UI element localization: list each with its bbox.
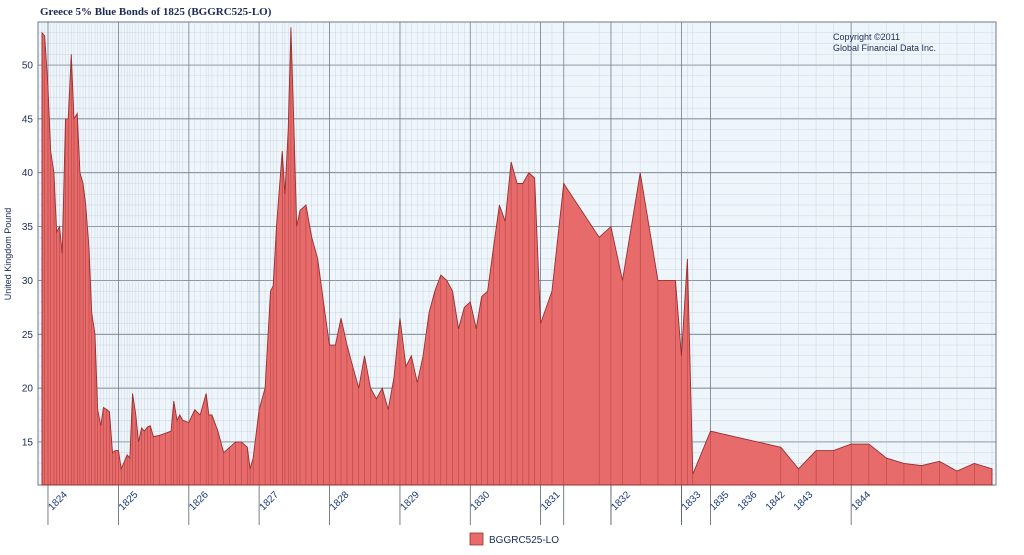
y-tick-label: 50: [22, 61, 34, 72]
legend: BGGRC525-LO: [469, 532, 559, 546]
legend-label: BGGRC525-LO: [489, 535, 559, 546]
y-tick-label: 35: [22, 222, 34, 233]
y-tick-label: 20: [22, 384, 34, 395]
y-axis-label: United Kingdom Pound: [3, 208, 13, 301]
y-tick-label: 40: [22, 168, 34, 179]
y-axis: 15 20 25 30 35 40 45 50: [22, 61, 34, 449]
y-tick-label: 15: [22, 437, 34, 448]
area-layer: [41, 27, 993, 486]
chart-title: Greece 5% Blue Bonds of 1825 (BGGRC525-L…: [40, 6, 272, 18]
y-tick-label: 25: [22, 330, 34, 341]
copyright-line-1: Copyright ©2011: [833, 32, 900, 42]
legend-swatch: [469, 532, 484, 546]
copyright-line-2: Global Financial Data Inc.: [833, 43, 936, 53]
y-tick-label: 45: [22, 114, 34, 125]
y-tick-label: 30: [22, 276, 34, 287]
